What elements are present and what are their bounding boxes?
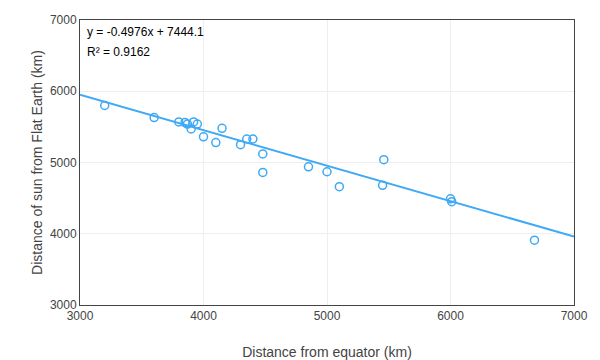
svg-text:7000: 7000	[561, 309, 588, 323]
svg-text:3000: 3000	[67, 309, 94, 323]
svg-text:3000: 3000	[50, 298, 77, 312]
svg-text:4000: 4000	[50, 227, 77, 241]
svg-text:6000: 6000	[437, 309, 464, 323]
svg-text:4000: 4000	[190, 309, 217, 323]
svg-text:7000: 7000	[50, 13, 77, 27]
svg-text:Distance from equator (km): Distance from equator (km)	[242, 344, 412, 360]
svg-text:R² = 0.9162: R² = 0.9162	[87, 45, 150, 59]
svg-text:Distance of sun from Flat Eart: Distance of sun from Flat Earth (km)	[29, 50, 45, 275]
svg-text:5000: 5000	[50, 156, 77, 170]
svg-text:5000: 5000	[314, 309, 341, 323]
svg-text:y = -0.4976x + 7444.1: y = -0.4976x + 7444.1	[87, 25, 204, 39]
svg-text:6000: 6000	[50, 84, 77, 98]
